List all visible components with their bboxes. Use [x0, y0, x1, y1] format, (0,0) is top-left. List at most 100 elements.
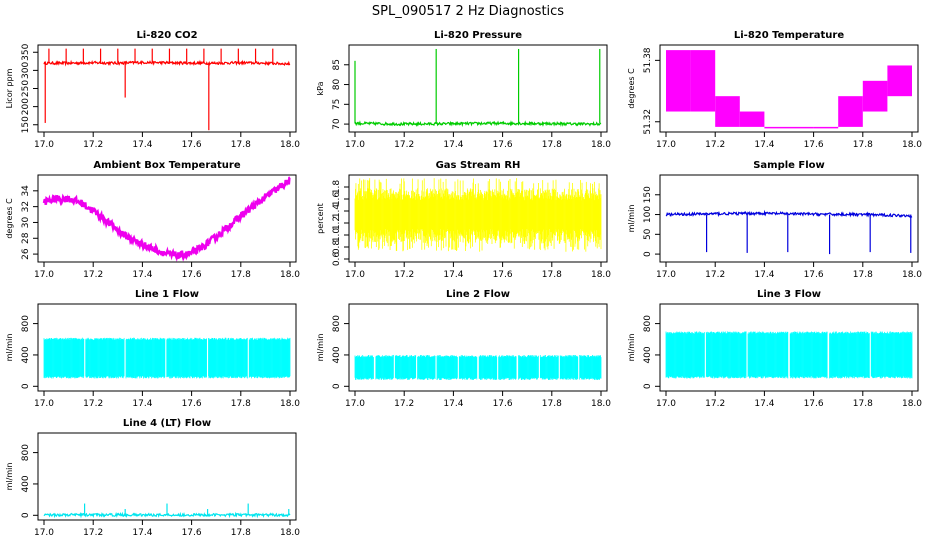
band-segment: [887, 65, 912, 97]
series-marks: [666, 50, 912, 129]
y-tick-label: 400: [332, 346, 342, 363]
y-tick-label: 150: [21, 116, 31, 133]
x-tick-label: 17.4: [754, 270, 774, 280]
x-tick-label: 18.0: [280, 270, 300, 280]
x-tick-label: 17.0: [34, 399, 54, 409]
x-tick-label: 17.8: [542, 140, 562, 150]
series-marks: [354, 48, 602, 128]
x-tick-label: 18.0: [902, 140, 922, 150]
plot-frame: [659, 174, 919, 263]
y-tick-label: 400: [21, 475, 31, 492]
x-tick-label: 18.0: [280, 140, 300, 150]
y-tick-label: 0: [332, 383, 342, 389]
x-tick-label: 17.2: [394, 399, 414, 409]
x-tick-label: 17.2: [394, 140, 414, 150]
x-tick-label: 17.4: [132, 528, 152, 538]
x-tick-label: 17.4: [132, 140, 152, 150]
band-segment: [690, 50, 716, 112]
x-tick-label: 17.4: [132, 399, 152, 409]
x-tick-label: 17.4: [443, 270, 463, 280]
y-axis-label: kPa: [316, 81, 325, 95]
band-segment: [739, 111, 765, 127]
y-axis-label: ml/min: [5, 463, 14, 491]
x-tick-label: 17.0: [345, 270, 365, 280]
series-marks: [43, 503, 291, 519]
x-tick-label: 17.6: [804, 399, 824, 409]
x-tick-label: 17.6: [182, 528, 202, 538]
panel-3: Li-820 Temperature degrees C 17.0 17.2 17.4 1…: [627, 30, 922, 150]
x-tick-label: 17.4: [443, 140, 463, 150]
band-segment: [862, 80, 888, 112]
figure-title: SPL_090517 2 Hz Diagnostics: [372, 4, 564, 19]
y-axis-label: ml/min: [316, 334, 325, 362]
panel-title: Ambient Box Temperature: [93, 160, 240, 171]
x-tick-label: 17.8: [542, 399, 562, 409]
x-tick-label: 17.0: [345, 140, 365, 150]
y-tick-label: 30: [21, 216, 31, 228]
y-tick-label: 800: [21, 315, 31, 332]
plot-frame: [37, 44, 297, 133]
band-segment: [666, 50, 691, 112]
y-tick-label: 1.0: [332, 228, 342, 243]
plot-frame: [348, 303, 608, 392]
plot-frame: [659, 303, 919, 392]
plot-frame: [348, 174, 608, 263]
y-tick-label: 250: [21, 80, 31, 97]
y-tick-label: 85: [332, 59, 342, 70]
y-axis-label: ml/min: [627, 334, 636, 362]
x-tick-label: 17.8: [853, 399, 873, 409]
x-tick-label: 17.0: [345, 399, 365, 409]
x-tick-label: 17.2: [705, 399, 725, 409]
y-tick-label: 0: [643, 251, 653, 257]
x-tick-label: 17.0: [656, 140, 676, 150]
x-tick-label: 17.0: [34, 140, 54, 150]
y-tick-label: 26: [21, 248, 31, 260]
series-marks: [354, 354, 602, 381]
y-tick-label: 200: [21, 98, 31, 115]
y-tick-label: 1.8: [332, 180, 342, 195]
panel-8: Line 2 Flow ml/min 17.0 17.2 17.4 17.6 17.8 18.…: [316, 289, 611, 409]
x-tick-label: 17.8: [853, 270, 873, 280]
x-tick-label: 18.0: [591, 270, 611, 280]
band-segment: [813, 126, 839, 129]
x-tick-label: 17.4: [443, 399, 463, 409]
plot-frame: [659, 44, 919, 133]
x-tick-label: 17.4: [754, 140, 774, 150]
x-tick-label: 17.6: [804, 270, 824, 280]
panel-title: Gas Stream RH: [436, 160, 521, 171]
panel-title: Li-820 Temperature: [734, 30, 844, 41]
x-tick-label: 17.6: [493, 270, 513, 280]
y-tick-label: 400: [21, 346, 31, 363]
x-tick-label: 17.6: [804, 140, 824, 150]
x-tick-label: 17.4: [132, 270, 152, 280]
panel-title: Line 3 Flow: [757, 289, 821, 300]
series-marks: [665, 209, 913, 255]
series-marks: [43, 48, 291, 131]
y-tick-label: 0.8: [332, 240, 342, 255]
x-tick-label: 17.2: [394, 270, 414, 280]
series-line: [43, 59, 291, 67]
plot-frame: [37, 432, 297, 521]
series-line: [354, 120, 602, 128]
y-tick-label: 350: [21, 43, 31, 60]
y-tick-label: 150: [643, 186, 653, 203]
x-tick-label: 18.0: [280, 399, 300, 409]
panels: Li-820 CO2 Licor ppm 17.0 17.2 17.4 17.6 17.8 1…: [5, 30, 922, 538]
y-axis-label: percent: [316, 203, 325, 234]
x-tick-label: 17.6: [182, 270, 202, 280]
y-tick-label: 51.32: [643, 109, 653, 135]
y-axis-label: degrees C: [627, 68, 636, 109]
y-tick-label: 75: [332, 99, 342, 110]
x-tick-label: 17.8: [231, 270, 251, 280]
y-tick-label: 0: [21, 383, 31, 389]
series-marks: [354, 178, 602, 252]
y-tick-label: 1.2: [332, 216, 342, 230]
y-axis-label: Licor ppm: [5, 68, 14, 108]
x-tick-label: 18.0: [902, 270, 922, 280]
x-tick-label: 18.0: [280, 528, 300, 538]
x-tick-label: 17.2: [83, 399, 103, 409]
panel-1: Li-820 CO2 Licor ppm 17.0 17.2 17.4 17.6 17.8 1…: [5, 30, 300, 150]
x-tick-label: 18.0: [591, 399, 611, 409]
x-tick-label: 17.6: [493, 140, 513, 150]
